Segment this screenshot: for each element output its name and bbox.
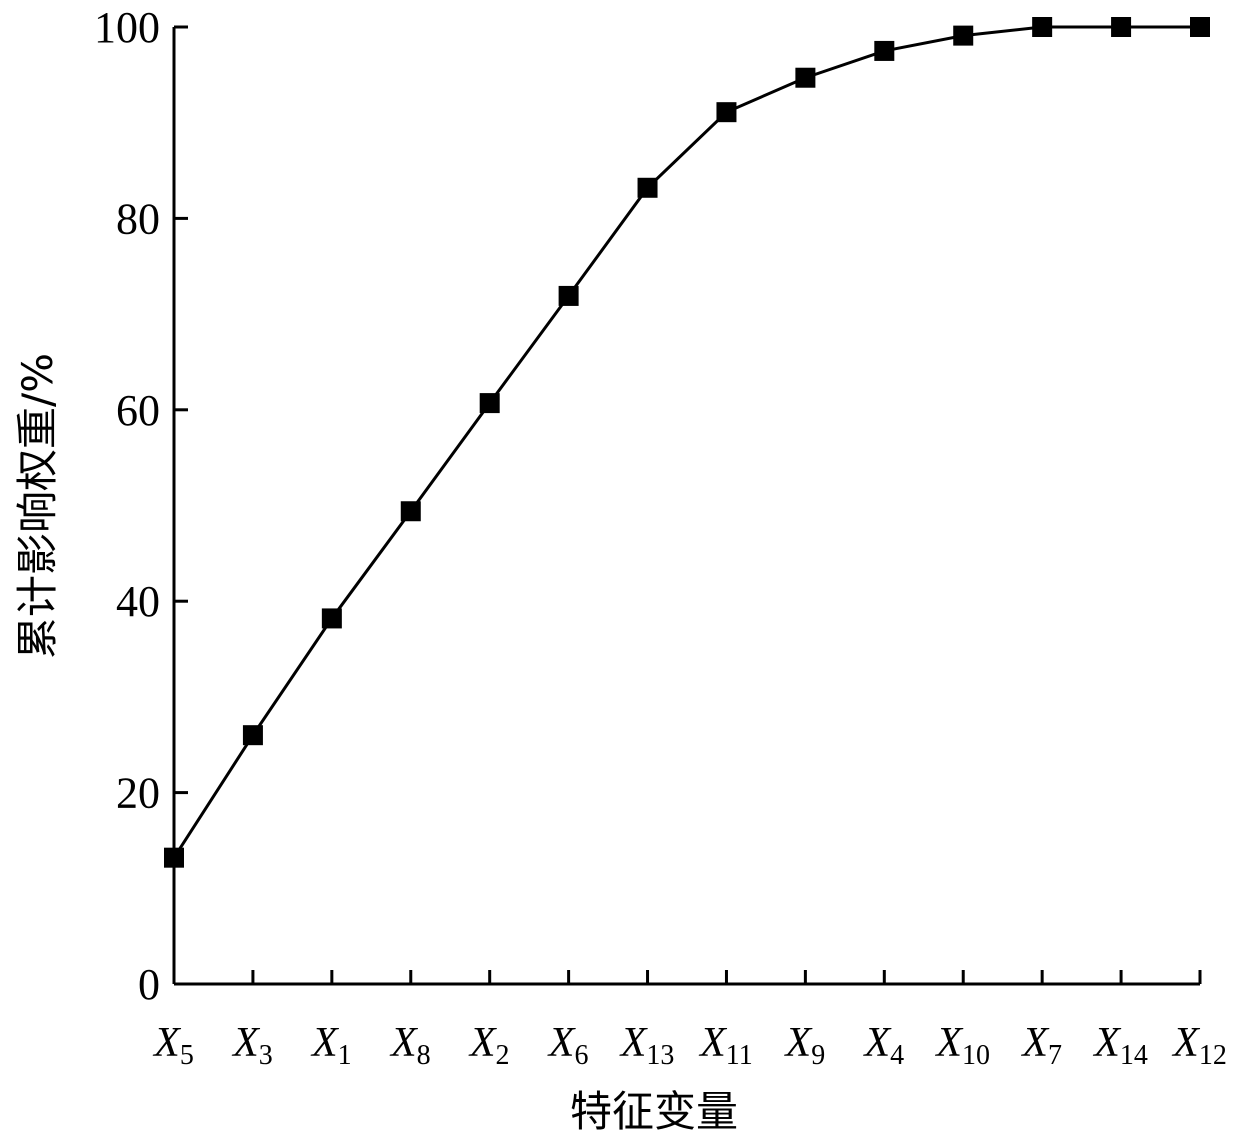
x-tick-label-subscript: 9: [811, 1040, 825, 1071]
y-tick-label: 60: [116, 386, 160, 435]
x-tick-label-subscript: 10: [962, 1040, 990, 1071]
x-tick-label: X5: [152, 1020, 194, 1071]
x-tick-label-subscript: 7: [1048, 1040, 1062, 1071]
x-tick-label: X7: [1020, 1020, 1062, 1071]
x-tick-label-base: X: [1020, 1020, 1050, 1066]
x-tick-label-subscript: 13: [646, 1040, 674, 1071]
y-tick-label: 80: [116, 194, 160, 243]
data-point-marker: [242, 725, 263, 746]
data-point-marker: [1032, 17, 1053, 37]
x-tick-label-base: X: [784, 1020, 814, 1066]
data-point-marker: [164, 847, 184, 868]
data-point-marker: [1111, 17, 1132, 37]
x-tick-label: X6: [547, 1020, 589, 1071]
y-tick-label: 0: [138, 960, 160, 1009]
x-tick-label: X9: [784, 1020, 826, 1071]
x-tick-label-subscript: 4: [890, 1040, 904, 1071]
x-tick-label-base: X: [547, 1020, 577, 1066]
data-point-marker: [953, 25, 974, 46]
x-tick-label-subscript: 14: [1120, 1040, 1148, 1071]
x-tick-label-base: X: [862, 1020, 892, 1066]
data-point-marker: [479, 393, 500, 414]
axes: [172, 27, 1200, 986]
data-point-marker: [795, 67, 816, 88]
x-tick-label-subscript: 3: [259, 1040, 273, 1071]
x-tick-label-base: X: [468, 1020, 498, 1066]
x-tick-label: X12: [1171, 1020, 1227, 1071]
data-point-marker: [874, 40, 895, 61]
data-point-marker: [716, 102, 737, 123]
data-point-marker: [637, 177, 658, 198]
y-ticks: 0 20 40 60 80 100: [94, 3, 188, 1009]
x-tick-label-base: X: [231, 1020, 261, 1066]
x-tick-label-base: X: [698, 1020, 728, 1066]
y-tick-label: 100: [94, 3, 160, 52]
x-tick-label-base: X: [619, 1020, 649, 1066]
x-axis-title: 特征变量: [570, 1087, 738, 1136]
y-axis-title: 累计影响权重/%: [13, 353, 62, 659]
x-tick-label-base: X: [389, 1020, 419, 1066]
x-tick-label-subscript: 1: [338, 1040, 352, 1071]
x-tick-label-base: X: [1092, 1020, 1122, 1066]
x-tick-label: X1: [310, 1020, 352, 1071]
x-tick-label: X10: [934, 1020, 990, 1071]
x-tick-label: X3: [231, 1020, 273, 1071]
x-tick-label: X11: [698, 1020, 753, 1071]
y-tick-label: 20: [116, 769, 160, 818]
x-tick-label-base: X: [310, 1020, 340, 1066]
x-tick-label-subscript: 2: [496, 1040, 510, 1071]
x-tick-label: X2: [468, 1020, 510, 1071]
x-tick-label-base: X: [934, 1020, 964, 1066]
x-tick-label-subscript: 11: [726, 1040, 753, 1071]
y-tick-label: 40: [116, 577, 160, 626]
x-tick-label-subscript: 6: [574, 1040, 588, 1071]
x-tick-label-subscript: 5: [180, 1040, 194, 1071]
x-ticks: X5 X3 X1 X8 X2 X6 X13 X11 X9 X4 X10 X7 X14 X12: [152, 970, 1227, 1071]
series-line: [172, 25, 1200, 859]
data-point-marker: [321, 608, 342, 629]
data-point-marker: [558, 285, 579, 306]
series: [164, 17, 1210, 868]
x-tick-label: X13: [619, 1020, 675, 1071]
x-tick-label-subscript: 12: [1199, 1040, 1227, 1071]
x-tick-label-base: X: [1171, 1020, 1201, 1066]
x-tick-label: X14: [1092, 1020, 1148, 1071]
x-tick-label: X4: [862, 1020, 904, 1071]
x-tick-label-base: X: [152, 1020, 182, 1066]
x-tick-label: X8: [389, 1020, 431, 1071]
x-tick-label-subscript: 8: [417, 1040, 431, 1071]
data-point-marker: [400, 501, 421, 522]
data-point-marker: [1190, 17, 1210, 37]
